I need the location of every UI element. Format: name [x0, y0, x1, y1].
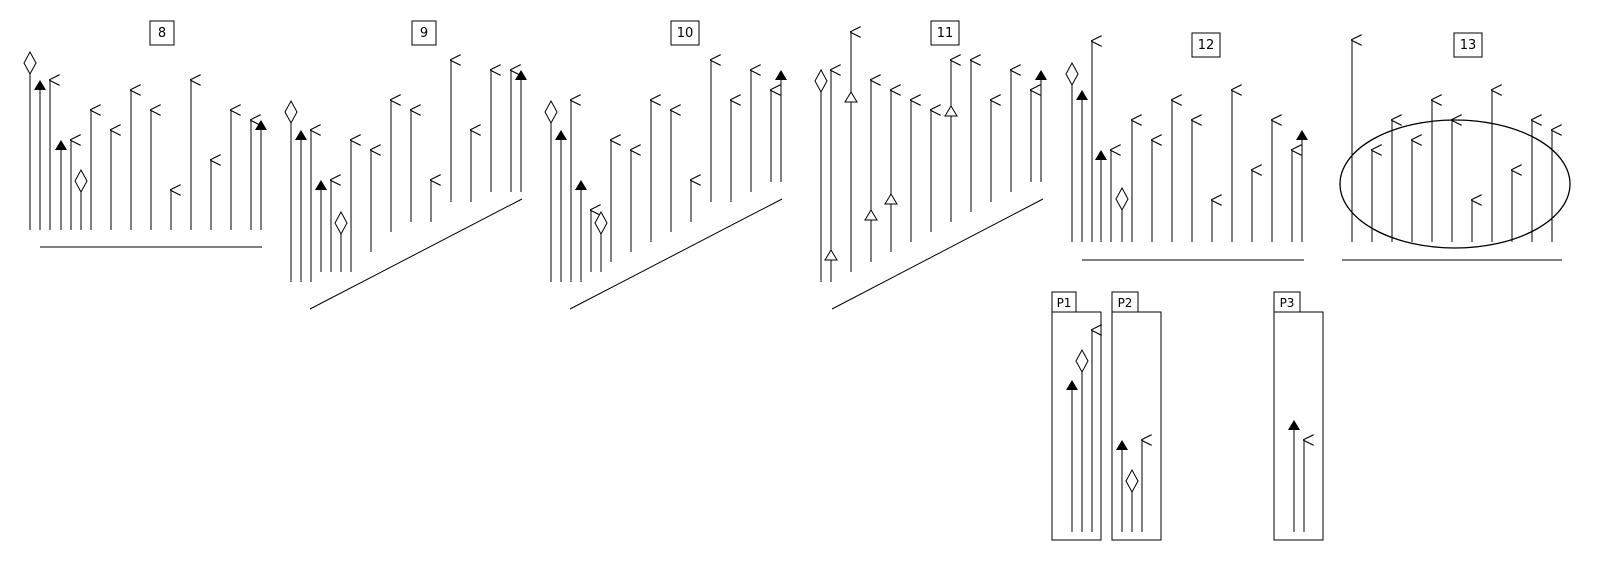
- group-label-box: [1111, 291, 1139, 313]
- panel-label-box: [1453, 32, 1483, 58]
- open-diamond-marker: [74, 168, 88, 194]
- group-label-box: [1051, 291, 1077, 313]
- panel-label-box: [149, 20, 175, 46]
- filled-triangle-marker: [1076, 90, 1088, 100]
- panel-10: 10: [569, 20, 783, 310]
- filled-triangle-marker: [1095, 150, 1107, 160]
- filled-triangle-marker: [1035, 70, 1047, 80]
- filled-triangle-marker: [515, 70, 527, 80]
- filled-triangle-marker: [1116, 440, 1128, 450]
- panel-label-box: [670, 20, 700, 46]
- panel-label-box: [930, 20, 960, 46]
- panel-label: 9: [420, 26, 428, 41]
- open-diamond-marker: [23, 50, 37, 76]
- open-diamond-marker: [594, 210, 608, 236]
- open-triangle-marker: [824, 249, 838, 261]
- panel-label: 11: [937, 26, 954, 41]
- panel-label-box: [411, 20, 437, 46]
- baseline: [309, 198, 523, 310]
- panel-label-box: [1191, 32, 1221, 58]
- selection-ellipse: [1339, 119, 1571, 249]
- panel-13: 13: [1339, 32, 1571, 261]
- filled-triangle-marker: [1066, 380, 1078, 390]
- filled-triangle-marker: [315, 180, 327, 190]
- stems-layer: [23, 32, 1552, 532]
- group-box: [1273, 311, 1324, 541]
- open-diamond-marker: [544, 99, 558, 125]
- panel-12: 12: [1082, 32, 1304, 261]
- panel-label: 12: [1198, 38, 1215, 53]
- open-diamond-marker: [1075, 348, 1089, 374]
- group-label: P3: [1280, 296, 1295, 310]
- group-box: [1051, 311, 1102, 541]
- panel-label: 13: [1460, 38, 1477, 53]
- panel-8: 8: [40, 20, 262, 248]
- panel-label: 8: [158, 26, 166, 41]
- group-p1: P1: [1051, 291, 1102, 541]
- baseline: [569, 198, 783, 310]
- group-label: P2: [1118, 296, 1133, 310]
- open-diamond-marker: [1065, 61, 1079, 87]
- panel-9: 9: [309, 20, 523, 310]
- group-box: [1111, 311, 1162, 541]
- group-label-box: [1273, 291, 1301, 313]
- filled-triangle-marker: [775, 70, 787, 80]
- filled-triangle-marker: [34, 80, 46, 90]
- open-diamond-marker: [1115, 186, 1129, 212]
- filled-triangle-marker: [1288, 420, 1300, 430]
- filled-triangle-marker: [295, 130, 307, 140]
- open-diamond-marker: [814, 68, 828, 94]
- group-p3: P3: [1273, 291, 1324, 541]
- filled-triangle-marker: [55, 140, 67, 150]
- open-triangle-marker: [844, 91, 858, 103]
- filled-triangle-marker: [555, 130, 567, 140]
- filled-triangle-marker: [575, 180, 587, 190]
- open-triangle-marker: [944, 105, 958, 117]
- open-triangle-marker: [884, 193, 898, 205]
- group-label: P1: [1057, 296, 1072, 310]
- group-p2: P2: [1111, 291, 1162, 541]
- open-diamond-marker: [334, 210, 348, 236]
- panel-label: 10: [677, 26, 694, 41]
- filled-triangle-marker: [255, 120, 267, 130]
- panel-11: 11: [831, 20, 1044, 310]
- open-diamond-marker: [1125, 468, 1139, 494]
- open-triangle-marker: [864, 209, 878, 221]
- baseline: [831, 198, 1044, 310]
- open-diamond-marker: [284, 99, 298, 125]
- filled-triangle-marker: [1296, 130, 1308, 140]
